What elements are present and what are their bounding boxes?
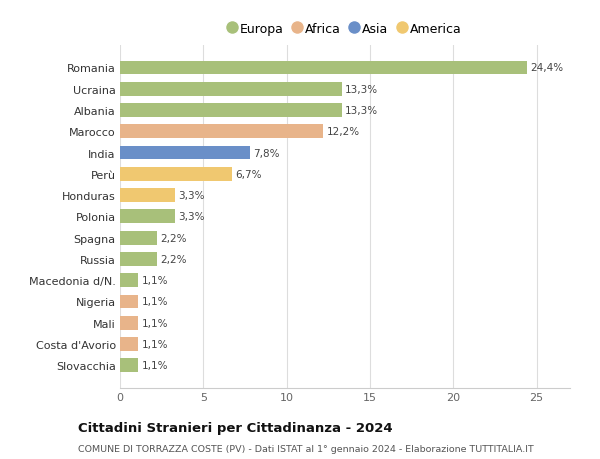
Text: 13,3%: 13,3% <box>345 84 378 95</box>
Text: 13,3%: 13,3% <box>345 106 378 116</box>
Text: 1,1%: 1,1% <box>142 275 168 285</box>
Bar <box>120 358 139 372</box>
Bar <box>120 231 157 245</box>
Text: 12,2%: 12,2% <box>326 127 360 137</box>
Bar <box>120 337 139 351</box>
Text: 6,7%: 6,7% <box>235 169 262 179</box>
Text: 2,2%: 2,2% <box>160 254 187 264</box>
Text: 2,2%: 2,2% <box>160 233 187 243</box>
Bar <box>120 83 341 96</box>
Text: COMUNE DI TORRAZZA COSTE (PV) - Dati ISTAT al 1° gennaio 2024 - Elaborazione TUT: COMUNE DI TORRAZZA COSTE (PV) - Dati IST… <box>78 444 534 453</box>
Text: Cittadini Stranieri per Cittadinanza - 2024: Cittadini Stranieri per Cittadinanza - 2… <box>78 421 392 434</box>
Text: 3,3%: 3,3% <box>178 212 205 222</box>
Text: 7,8%: 7,8% <box>253 148 280 158</box>
Bar <box>120 274 139 287</box>
Bar <box>120 146 250 160</box>
Text: 1,1%: 1,1% <box>142 297 168 307</box>
Bar <box>120 252 157 266</box>
Bar <box>120 316 139 330</box>
Text: 1,1%: 1,1% <box>142 318 168 328</box>
Bar <box>120 189 175 202</box>
Bar <box>120 168 232 181</box>
Bar <box>120 125 323 139</box>
Text: 1,1%: 1,1% <box>142 339 168 349</box>
Bar <box>120 104 341 118</box>
Bar <box>120 210 175 224</box>
Legend: Europa, Africa, Asia, America: Europa, Africa, Asia, America <box>224 18 466 41</box>
Text: 1,1%: 1,1% <box>142 360 168 370</box>
Bar <box>120 62 527 75</box>
Text: 24,4%: 24,4% <box>530 63 563 73</box>
Bar <box>120 295 139 308</box>
Text: 3,3%: 3,3% <box>178 190 205 201</box>
